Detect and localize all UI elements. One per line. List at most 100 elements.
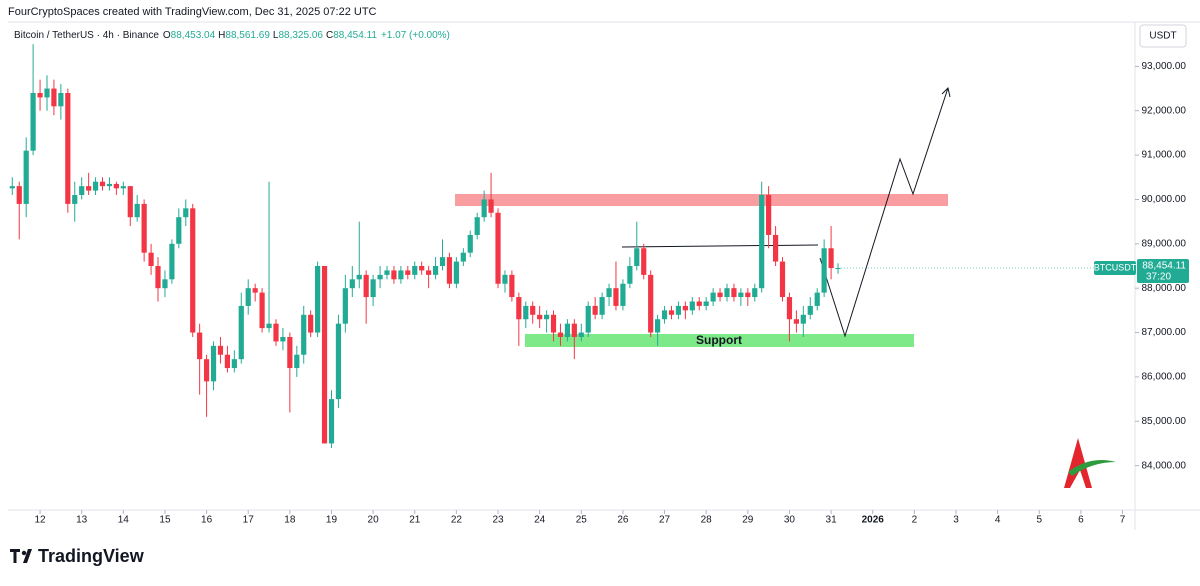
candle-body — [127, 186, 133, 218]
x-tick-label: 15 — [159, 515, 171, 526]
y-tick-label: 92,000.00 — [1142, 105, 1187, 116]
x-tick-label: 12 — [34, 515, 46, 526]
candle-body — [599, 297, 605, 315]
candle-body — [308, 314, 314, 333]
x-tick-label: 29 — [742, 515, 754, 526]
candle-body — [245, 288, 251, 306]
candle-body — [446, 257, 453, 284]
candle-body — [717, 292, 723, 298]
candle-body — [37, 92, 43, 98]
candle-body — [439, 257, 446, 266]
candle-body — [30, 92, 36, 151]
candle-body — [224, 354, 231, 369]
candle-body — [301, 314, 307, 355]
candle-body — [259, 292, 265, 329]
candle-body — [828, 248, 834, 269]
candle-body — [426, 270, 432, 275]
candle-body — [474, 217, 480, 235]
candle-body — [571, 323, 577, 337]
candle-body — [745, 292, 751, 298]
candle-body — [176, 217, 182, 244]
currency-button[interactable] — [1139, 24, 1187, 48]
candle-body — [58, 92, 64, 107]
x-tick-label: 24 — [534, 515, 546, 526]
candle-body — [523, 305, 529, 320]
resistance-zone — [455, 194, 948, 206]
candle-body — [661, 310, 668, 320]
candle-body — [696, 301, 702, 306]
candle-body — [481, 199, 487, 218]
logo-text: TradingView — [38, 546, 145, 566]
candle-body — [252, 288, 258, 293]
candle-body — [155, 266, 161, 289]
candle-body — [759, 195, 765, 289]
candle-body — [453, 261, 459, 284]
candle-body — [738, 292, 744, 298]
countdown-text: 37:20 — [1146, 272, 1171, 283]
candle-body — [231, 359, 237, 369]
logo-slash — [23, 549, 32, 563]
candle-body — [391, 270, 397, 280]
candle-body — [675, 305, 682, 315]
x-tick-label: 22 — [451, 515, 463, 526]
legend-key: O — [163, 30, 171, 41]
candle-body — [793, 319, 800, 324]
legend-key: H — [218, 30, 225, 41]
candle-body — [113, 183, 119, 189]
candle-body — [752, 288, 758, 298]
x-tick-label: 27 — [659, 515, 671, 526]
candle-body — [217, 345, 224, 355]
candle-body — [710, 292, 716, 302]
x-tick-label: 25 — [576, 515, 588, 526]
candle-body — [537, 314, 543, 320]
logo-mark — [10, 549, 20, 563]
candle-body — [190, 208, 196, 333]
candle-body — [183, 208, 189, 218]
x-tick-label: 28 — [701, 515, 713, 526]
candle-body — [363, 274, 369, 298]
candle-body — [335, 323, 342, 400]
candle-body — [419, 266, 425, 271]
x-tick-label: 6 — [1078, 515, 1084, 526]
candle-body — [99, 181, 106, 187]
candle-body — [585, 305, 591, 333]
x-tick-label: 21 — [409, 515, 421, 526]
x-tick-label: 5 — [1036, 515, 1042, 526]
candle-body — [162, 279, 168, 289]
candle-body — [821, 248, 827, 293]
x-tick-label: 4 — [995, 515, 1001, 526]
candle-body — [23, 150, 29, 204]
candle-body — [516, 297, 522, 320]
y-tick-label: 84,000.00 — [1142, 460, 1187, 471]
symbol-tag-text: BTCUSDT — [1094, 262, 1137, 272]
candle-body — [460, 252, 466, 262]
y-tick-label: 89,000.00 — [1142, 238, 1187, 249]
candle-body — [606, 288, 612, 298]
y-tick-label: 86,000.00 — [1142, 372, 1187, 383]
candle-body — [287, 336, 293, 369]
y-tick-label: 91,000.00 — [1142, 150, 1187, 161]
candle-body — [668, 310, 675, 315]
candle-body — [342, 288, 348, 324]
watermark-logo — [1064, 438, 1092, 488]
legend-change: +1.07 (+0.00%) — [381, 30, 450, 41]
candle-body — [634, 248, 640, 266]
y-tick-label: 85,000.00 — [1142, 416, 1187, 427]
legend-value: 88,325.06 — [278, 30, 323, 41]
legend-value: 88,453.04 — [171, 30, 216, 41]
candle-body — [495, 212, 501, 284]
candle-body — [273, 323, 279, 342]
candle-body — [349, 279, 355, 289]
x-tick-label: 16 — [201, 515, 213, 526]
currency[interactable]: USDT — [1149, 31, 1176, 42]
x-tick-label: 31 — [826, 515, 838, 526]
x-tick-label: 2 — [912, 515, 918, 526]
candle-body — [398, 270, 404, 280]
price-tag — [1137, 259, 1189, 284]
candle-body — [766, 195, 772, 235]
candle-body — [9, 186, 15, 189]
legend-value: 88,561.69 — [225, 30, 270, 41]
candle-body — [210, 345, 217, 382]
x-tick-label: 2026 — [862, 515, 885, 526]
